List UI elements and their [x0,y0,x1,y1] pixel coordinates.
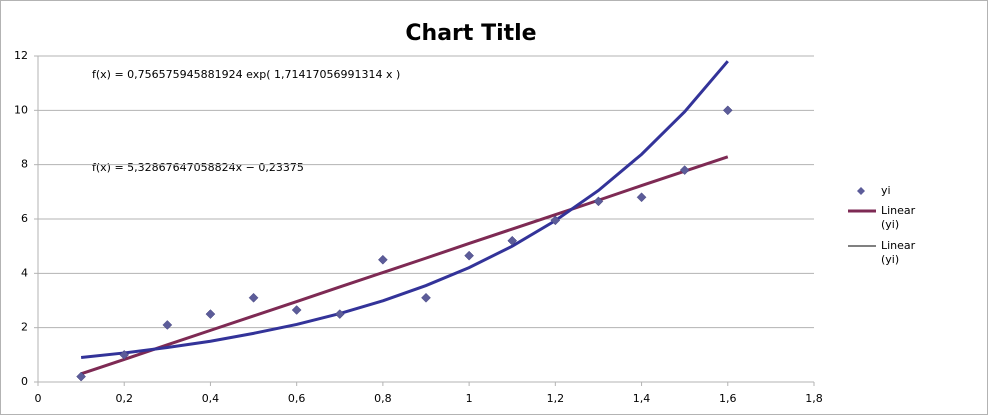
point [205,309,216,319]
point [722,105,733,116]
point [291,305,302,315]
point [334,309,345,319]
trend-line [80,60,729,360]
legend-symbol [857,187,865,195]
point [636,192,647,203]
point [679,165,690,175]
point [421,292,431,303]
point [119,349,130,360]
legend-label: Linear (yi) [881,204,916,231]
point [593,196,604,207]
chart-title: Chart Title [405,21,536,46]
y-tick-label: 6 [21,212,28,225]
y-tick-label: 4 [21,266,28,279]
point [378,254,388,265]
point [162,320,173,330]
x-tick-label: 0,4 [202,392,220,405]
legend-label: yi [881,184,891,197]
x-tick-label: 0 [35,392,42,405]
point [464,250,474,261]
y-tick-label: 2 [21,321,28,334]
x-tick-label: 1,6 [719,392,737,405]
equation: f(x) = 5,32867647058824x − 0,23375 [92,161,304,174]
legend-label: Linear (yi) [881,239,916,266]
trend-line [80,155,729,376]
equation: f(x) = 0,756575945881924 exp( 1,71417056… [92,68,400,81]
point [248,292,259,303]
point [550,215,561,226]
x-tick-label: 1,4 [633,392,651,405]
y-tick-label: 8 [21,158,28,171]
x-tick-label: 1 [466,392,473,405]
y-tick-label: 10 [14,103,28,116]
y-tick-label: 0 [21,375,28,388]
point [507,235,518,246]
x-tick-label: 1,8 [805,392,823,405]
x-tick-label: 0,6 [288,392,306,405]
x-tick-label: 1,2 [547,392,565,405]
y-tick-label: 12 [14,49,28,62]
x-tick-label: 0,2 [115,392,133,405]
point [76,371,86,382]
x-tick-label: 0,8 [374,392,392,405]
